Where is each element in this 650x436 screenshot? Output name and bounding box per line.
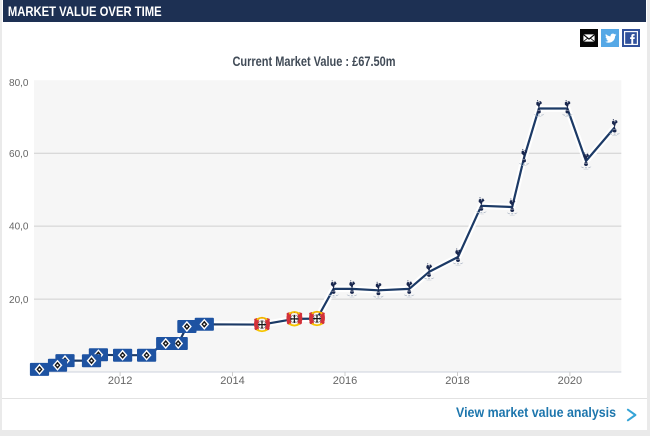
- svg-text:2014: 2014: [220, 375, 244, 387]
- svg-text:2016: 2016: [333, 375, 357, 387]
- svg-text:2012: 2012: [108, 375, 132, 387]
- svg-text:40,0: 40,0: [9, 221, 29, 232]
- svg-text:80,0: 80,0: [9, 78, 29, 89]
- svg-text:2020: 2020: [558, 375, 582, 387]
- svg-text:60,0: 60,0: [9, 149, 29, 160]
- svg-text:20,0: 20,0: [9, 295, 29, 306]
- svg-text:2018: 2018: [445, 375, 469, 387]
